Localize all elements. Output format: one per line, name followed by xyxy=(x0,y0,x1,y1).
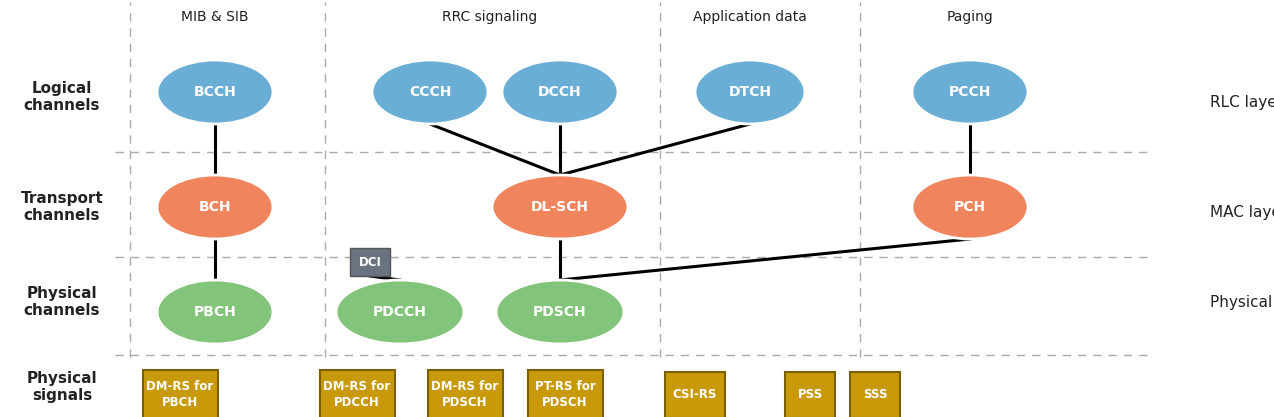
Text: DM-RS for
PDSCH: DM-RS for PDSCH xyxy=(432,380,498,409)
Text: PDCCH: PDCCH xyxy=(373,305,427,319)
Text: Logical
channels: Logical channels xyxy=(24,81,101,113)
Text: MAC layer: MAC layer xyxy=(1210,204,1274,219)
Text: Transport
channels: Transport channels xyxy=(20,191,103,223)
Text: CCCH: CCCH xyxy=(409,85,451,99)
Text: RRC signaling: RRC signaling xyxy=(442,10,538,24)
FancyBboxPatch shape xyxy=(850,372,899,417)
Text: DM-RS for
PDCCH: DM-RS for PDCCH xyxy=(324,380,391,409)
Text: DM-RS for
PBCH: DM-RS for PBCH xyxy=(147,380,214,409)
Ellipse shape xyxy=(157,175,273,239)
Text: Paging: Paging xyxy=(947,10,994,24)
Ellipse shape xyxy=(912,175,1028,239)
FancyBboxPatch shape xyxy=(320,370,395,417)
Text: PSS: PSS xyxy=(798,389,823,402)
Text: BCH: BCH xyxy=(199,200,232,214)
Text: BCCH: BCCH xyxy=(194,85,237,99)
Text: Physical
signals: Physical signals xyxy=(27,371,97,403)
Text: SSS: SSS xyxy=(862,389,887,402)
Ellipse shape xyxy=(157,60,273,124)
Text: MIB & SIB: MIB & SIB xyxy=(181,10,248,24)
FancyBboxPatch shape xyxy=(428,370,502,417)
FancyBboxPatch shape xyxy=(785,372,834,417)
Text: PDSCH: PDSCH xyxy=(534,305,587,319)
Text: PCCH: PCCH xyxy=(949,85,991,99)
FancyBboxPatch shape xyxy=(665,372,725,417)
Ellipse shape xyxy=(157,280,273,344)
Ellipse shape xyxy=(336,280,464,344)
Text: PT-RS for
PDSCH: PT-RS for PDSCH xyxy=(535,380,595,409)
Text: PCH: PCH xyxy=(954,200,986,214)
Text: RLC layer: RLC layer xyxy=(1210,95,1274,110)
FancyBboxPatch shape xyxy=(527,370,603,417)
Ellipse shape xyxy=(502,60,618,124)
Text: Physical
channels: Physical channels xyxy=(24,286,101,318)
FancyBboxPatch shape xyxy=(350,248,390,276)
Text: DCI: DCI xyxy=(358,256,381,269)
FancyBboxPatch shape xyxy=(143,370,218,417)
Text: PBCH: PBCH xyxy=(194,305,237,319)
Text: CSI-RS: CSI-RS xyxy=(673,389,717,402)
Text: DTCH: DTCH xyxy=(729,85,772,99)
Ellipse shape xyxy=(492,175,628,239)
Text: DL-SCH: DL-SCH xyxy=(531,200,589,214)
Ellipse shape xyxy=(372,60,488,124)
Text: Physical layer: Physical layer xyxy=(1210,294,1274,309)
Text: DCCH: DCCH xyxy=(538,85,582,99)
Text: Application data: Application data xyxy=(693,10,806,24)
Ellipse shape xyxy=(696,60,805,124)
Ellipse shape xyxy=(912,60,1028,124)
Ellipse shape xyxy=(496,280,624,344)
